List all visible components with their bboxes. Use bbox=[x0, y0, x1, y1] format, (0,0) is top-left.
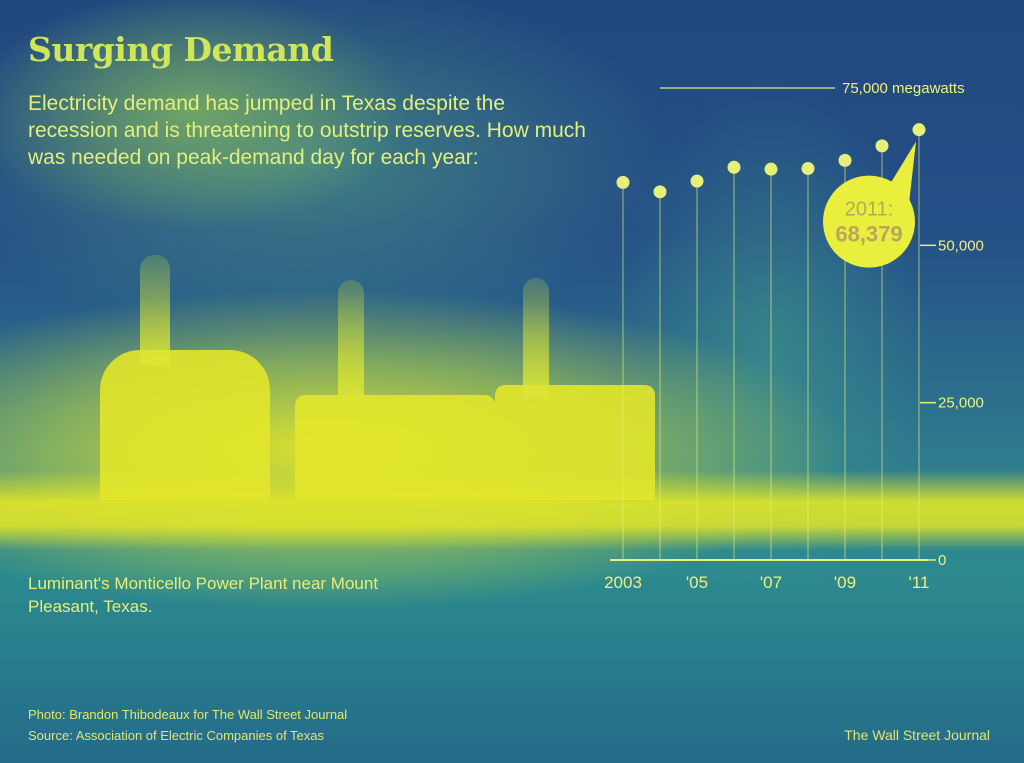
x-tick-label: '11 bbox=[909, 573, 930, 592]
y-tick-label: 25,000 bbox=[938, 395, 984, 412]
y-tick-label: 75,000 megawatts bbox=[842, 80, 965, 97]
smokestack-right bbox=[523, 278, 549, 398]
x-axis: 2003 '05 '07 '09 '11 bbox=[604, 573, 929, 592]
data-point bbox=[653, 185, 667, 199]
y-axis: 0 25,000 50,000 75,000 megawatts bbox=[610, 80, 984, 569]
plant-building-right bbox=[495, 385, 655, 500]
y-tick-label: 50,000 bbox=[938, 237, 984, 254]
data-point bbox=[801, 162, 815, 176]
callout-value: 68,379 bbox=[835, 222, 902, 247]
peak-demand-chart: 0 25,000 50,000 75,000 megawatts 2003 '05 '07… bbox=[604, 80, 984, 592]
x-tick-label: 2003 bbox=[604, 573, 642, 592]
x-tick-label: '07 bbox=[760, 573, 782, 592]
data-point bbox=[690, 174, 704, 188]
data-point bbox=[764, 162, 778, 176]
water-reflection bbox=[0, 620, 1024, 763]
data-points bbox=[616, 123, 926, 199]
photo-credit: Photo: Brandon Thibodeaux for The Wall S… bbox=[28, 707, 348, 722]
page-title: Surging Demand bbox=[28, 30, 334, 69]
smokestack-left bbox=[140, 255, 170, 365]
data-point bbox=[727, 160, 741, 174]
data-point bbox=[838, 153, 852, 167]
y-tick-label: 0 bbox=[938, 552, 946, 569]
data-point bbox=[912, 123, 926, 137]
chart-subtitle: Electricity demand has jumped in Texas d… bbox=[28, 92, 586, 169]
data-point bbox=[616, 175, 630, 189]
data-point bbox=[875, 139, 889, 153]
x-tick-label: '09 bbox=[834, 573, 856, 592]
photo-caption: Luminant's Monticello Power Plant near M… bbox=[28, 574, 379, 616]
plant-building-middle bbox=[295, 395, 495, 500]
callout-bubble bbox=[823, 175, 915, 268]
annotation-callout: 2011:68,379 bbox=[823, 141, 916, 268]
source-credit: Source: Association of Electric Companie… bbox=[28, 728, 325, 743]
credits: Photo: Brandon Thibodeaux for The Wall S… bbox=[28, 704, 347, 746]
publisher-brand: The Wall Street Journal bbox=[844, 727, 990, 743]
x-tick-label: '05 bbox=[686, 573, 708, 592]
callout-year: 2011: bbox=[845, 199, 894, 221]
plant-building-left bbox=[100, 350, 270, 500]
smokestack-middle bbox=[338, 280, 364, 400]
